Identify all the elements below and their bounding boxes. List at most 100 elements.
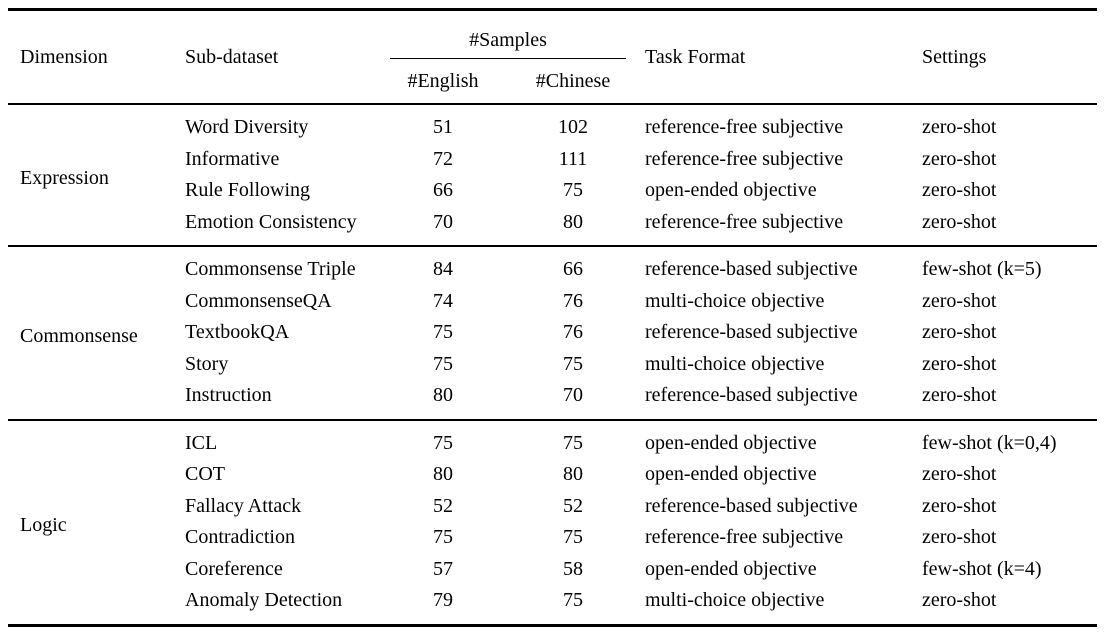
english-count-cell: 75 [433, 352, 453, 375]
chinese-count-cell: 76 [563, 321, 583, 344]
english-count-cell: 66 [433, 179, 453, 202]
sub-dataset-cell: ICL [185, 431, 218, 454]
samples-group-label: #Samples [390, 29, 626, 59]
sub-dataset-cell: Fallacy Attack [185, 494, 302, 517]
task-format-cell: multi-choice objective [645, 589, 825, 612]
chinese-count-cell: 111 [558, 147, 588, 170]
sub-dataset-cell: COT [185, 463, 225, 486]
col-header-sub-dataset: Sub-dataset [185, 45, 279, 68]
settings-cell: zero-shot [922, 526, 997, 549]
col-header-settings: Settings [922, 45, 987, 68]
sub-dataset-cell: Instruction [185, 384, 272, 407]
sub-dataset-cell: Contradiction [185, 526, 295, 549]
sub-dataset-cell: Emotion Consistency [185, 210, 357, 233]
settings-cell: zero-shot [922, 384, 997, 407]
table-row: Commonsense Commonsense Triple 84 66 ref… [8, 246, 1097, 347]
settings-cell: zero-shot [922, 494, 997, 517]
english-count-cell: 75 [433, 431, 453, 454]
dimension-group-cell: Logic [20, 514, 67, 536]
dimension-group-cell: Commonsense [20, 324, 138, 347]
col-header-english: #English [407, 69, 479, 92]
sub-dataset-cell: Word Diversity [185, 116, 309, 139]
english-count-cell: 84 [433, 258, 453, 281]
settings-cell: zero-shot [922, 463, 997, 486]
sub-dataset-cell: Coreference [185, 557, 283, 580]
chinese-count-cell: 80 [563, 463, 583, 486]
settings-cell: zero-shot [922, 116, 997, 139]
task-format-cell: reference-free subjective [645, 526, 844, 549]
chinese-count-cell: 75 [563, 179, 583, 202]
english-count-cell: 51 [433, 116, 453, 139]
table-row: Fallacy Attack 52 52 reference-based sub… [8, 491, 1097, 523]
settings-cell: zero-shot [922, 179, 997, 202]
chinese-count-cell: 80 [563, 210, 583, 233]
table-row: CommonsenseQA 74 76 multi-choice objecti… [8, 286, 1097, 318]
task-format-cell: open-ended objective [645, 431, 817, 454]
header-row-sub: #English #Chinese [8, 59, 1097, 104]
english-count-cell: 72 [433, 147, 453, 170]
task-format-cell: reference-based subjective [645, 384, 858, 407]
task-format-cell: reference-based subjective [645, 321, 858, 344]
chinese-count-cell: 76 [563, 289, 583, 312]
sub-dataset-cell: CommonsenseQA [185, 289, 332, 312]
english-count-cell: 75 [433, 526, 453, 549]
task-format-cell: reference-free subjective [645, 116, 844, 139]
table-row: Informative 72 111 reference-free subjec… [8, 144, 1097, 176]
chinese-count-cell: 70 [563, 384, 583, 407]
task-format-cell: reference-based subjective [645, 258, 858, 281]
table-row: COT 80 80 open-ended objective zero-shot [8, 459, 1097, 491]
task-format-cell: multi-choice objective [645, 289, 825, 312]
table-row: Instruction 80 70 reference-based subjec… [8, 380, 1097, 420]
sub-dataset-cell: Commonsense Triple [185, 258, 356, 281]
settings-cell: zero-shot [922, 147, 997, 170]
header-row-top: Dimension Sub-dataset #Samples Task Form… [8, 10, 1097, 68]
chinese-count-cell: 58 [563, 557, 583, 580]
settings-cell: few-shot (k=5) [922, 258, 1042, 281]
english-count-cell: 57 [433, 557, 453, 580]
english-count-cell: 70 [433, 210, 453, 233]
english-count-cell: 79 [433, 589, 453, 612]
col-header-chinese: #Chinese [535, 69, 611, 92]
table-row: Anomaly Detection 79 75 multi-choice obj… [8, 585, 1097, 625]
sub-dataset-cell: Anomaly Detection [185, 589, 343, 612]
chinese-count-cell: 75 [563, 589, 583, 612]
table-row: Emotion Consistency 70 80 reference-free… [8, 207, 1097, 247]
section-commonsense: Commonsense Commonsense Triple 84 66 ref… [8, 246, 1097, 420]
sub-dataset-cell: Rule Following [185, 179, 311, 202]
task-format-cell: reference-based subjective [645, 494, 858, 517]
task-format-cell: open-ended objective [645, 179, 817, 202]
chinese-count-cell: 75 [563, 526, 583, 549]
col-header-task-format: Task Format [645, 45, 746, 68]
table-row: Coreference 57 58 open-ended objective f… [8, 554, 1097, 586]
task-format-cell: multi-choice objective [645, 352, 825, 375]
chinese-count-cell: 102 [558, 116, 588, 139]
chinese-count-cell: 75 [563, 352, 583, 375]
table-row: Logic ICL 75 75 open-ended objective few… [8, 420, 1097, 536]
settings-cell: zero-shot [922, 289, 997, 312]
english-count-cell: 80 [433, 384, 453, 407]
col-header-dimension: Dimension [20, 45, 108, 68]
english-count-cell: 74 [433, 289, 453, 312]
settings-cell: few-shot (k=4) [922, 557, 1042, 580]
table-row: Rule Following 66 75 open-ended objectiv… [8, 175, 1097, 207]
dimension-group-cell: Expression [20, 167, 109, 189]
section-logic: Logic ICL 75 75 open-ended objective few… [8, 419, 1097, 626]
task-format-cell: reference-free subjective [645, 147, 844, 170]
dataset-statistics-table: Dimension Sub-dataset #Samples Task Form… [8, 8, 1097, 627]
table-row: Contradiction 75 75 reference-free subje… [8, 522, 1097, 554]
table-row: Expression Word Diversity 51 102 referen… [8, 104, 1097, 189]
settings-cell: zero-shot [922, 589, 997, 612]
settings-cell: zero-shot [922, 352, 997, 375]
task-format-cell: open-ended objective [645, 463, 817, 486]
dataset-statistics-table-container: Dimension Sub-dataset #Samples Task Form… [8, 8, 1097, 627]
sub-dataset-cell: Informative [185, 147, 280, 170]
chinese-count-cell: 75 [563, 431, 583, 454]
settings-cell: zero-shot [922, 321, 997, 344]
english-count-cell: 75 [433, 321, 453, 344]
table-row: Story 75 75 multi-choice objective zero-… [8, 349, 1097, 381]
chinese-count-cell: 66 [563, 258, 583, 281]
section-expression: Expression Word Diversity 51 102 referen… [8, 104, 1097, 246]
col-header-samples-group: #Samples [378, 10, 638, 59]
chinese-count-cell: 52 [563, 494, 583, 517]
task-format-cell: reference-free subjective [645, 210, 844, 233]
